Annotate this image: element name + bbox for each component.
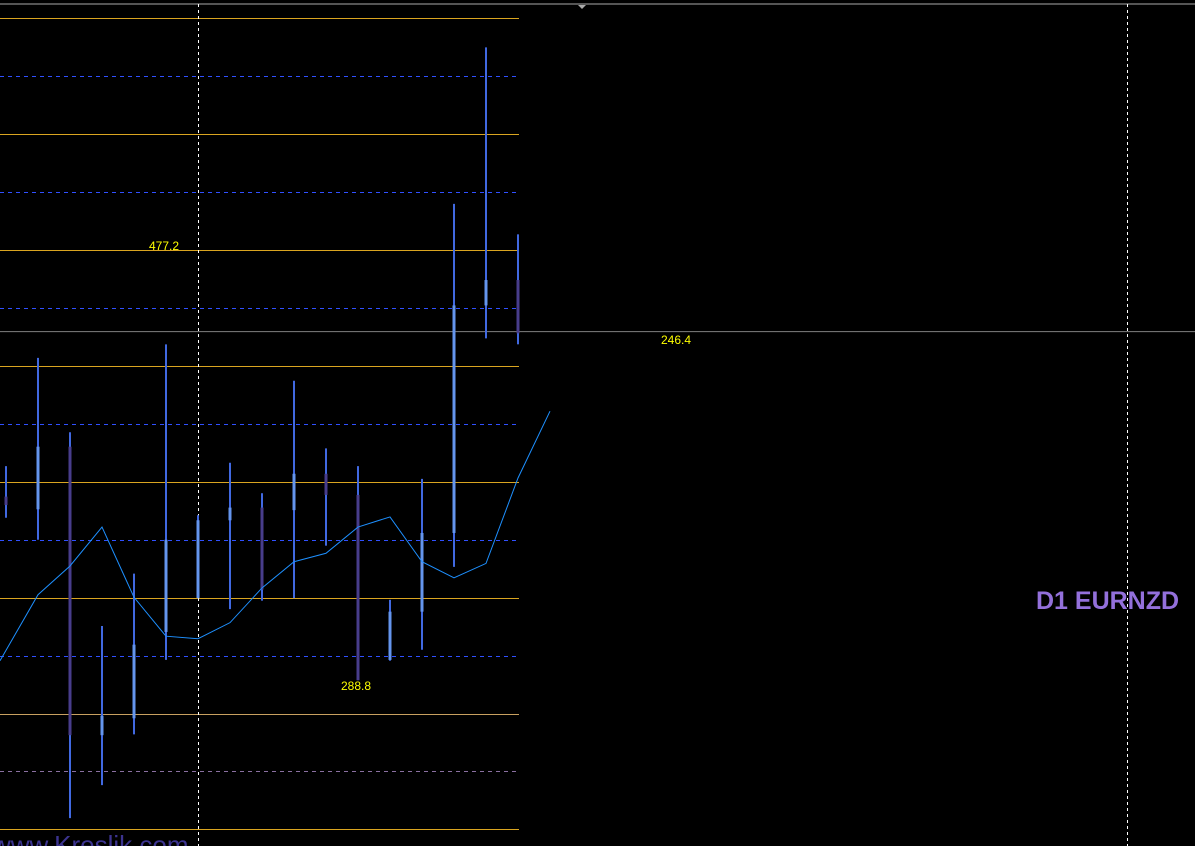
candle-body: [452, 305, 456, 533]
candle-body: [516, 280, 520, 334]
candle-body: [68, 446, 72, 736]
moving-average-line: [0, 410, 551, 661]
candle-body: [100, 715, 104, 736]
watermark: www.Kreslik.com: [0, 830, 189, 846]
candle-body: [196, 520, 200, 599]
chart-shift-marker: [578, 5, 586, 9]
candle-body: [292, 473, 296, 511]
candle-body: [420, 532, 424, 612]
candle-body: [388, 611, 392, 660]
candle-body: [164, 539, 168, 632]
candle-body: [36, 446, 40, 510]
price-label-2: 246.4: [661, 333, 692, 347]
candle-body: [260, 507, 264, 590]
candle-body: [484, 280, 488, 306]
candle-body: [228, 507, 232, 521]
candle-body: [4, 496, 8, 506]
price-label-3: 288.8: [341, 679, 372, 693]
price-label-1: 477.2: [149, 239, 180, 253]
symbol-label: D1 EURNZD: [1036, 587, 1180, 615]
candle-body: [132, 644, 136, 719]
candle-body: [356, 494, 360, 681]
candle-body: [324, 473, 328, 495]
